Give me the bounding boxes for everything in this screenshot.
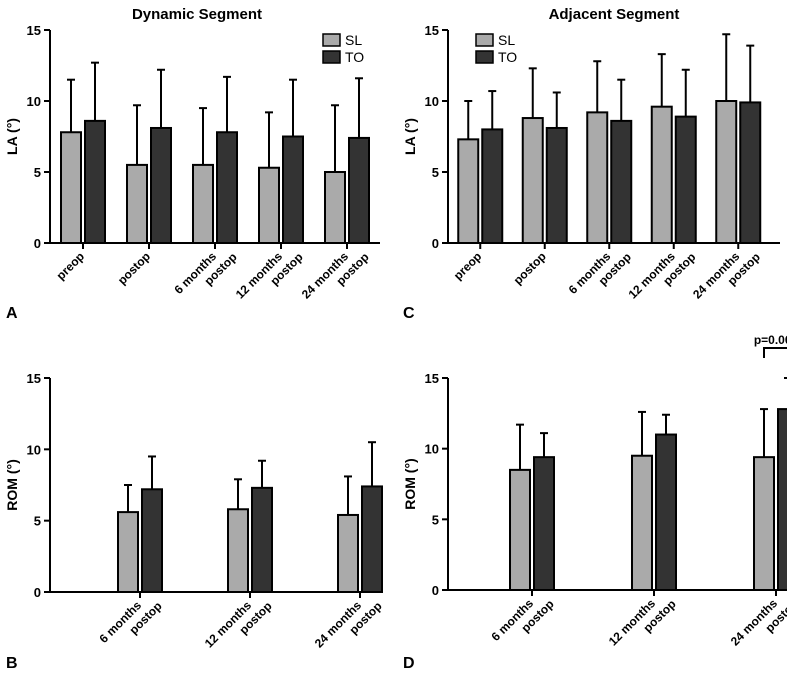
bar-to — [655, 433, 677, 591]
x-tick-label: 6 monthspostop — [97, 588, 165, 656]
panel-D: D 0 5 10 15 ROM (°) 6 monthspostop 12 monthspos… — [402, 333, 787, 672]
y-tick-label: 5 — [432, 165, 439, 180]
bar-sl — [631, 454, 653, 591]
y-tick-label: 0 — [34, 585, 41, 600]
panel-label: D — [403, 655, 415, 672]
bar-sl — [521, 117, 544, 244]
panel-B: B 0 5 10 15 ROM (°) 6 monthspostop 12 monthspos… — [4, 371, 385, 672]
bar-sl — [753, 456, 775, 591]
bar-to — [777, 408, 787, 591]
y-tick-label: 10 — [27, 94, 41, 109]
x-tick-label: 12 monthspostop — [233, 239, 306, 312]
y-axis-label: LA (°) — [4, 118, 20, 155]
bar-to — [216, 131, 238, 245]
bar-sl — [126, 163, 148, 244]
y-tick-label: 5 — [34, 514, 41, 529]
x-tick-label-line: preop — [54, 249, 87, 282]
y-tick-label: 10 — [27, 442, 41, 457]
legend-swatch-sl — [322, 33, 341, 47]
x-tick-label-line: preop — [451, 249, 484, 282]
legend-label-to: TO — [345, 49, 364, 65]
x-tick-label: 12 monthspostop — [606, 586, 679, 659]
legend-swatch-to — [322, 50, 341, 64]
bar-to — [251, 486, 273, 593]
significance-bracket — [763, 347, 787, 358]
bar-sl — [337, 513, 359, 594]
bar-to — [545, 126, 568, 244]
x-tick-label: 12 monthspostop — [626, 239, 699, 312]
chart-title: Adjacent Segment — [549, 6, 680, 23]
bar-sl — [457, 138, 480, 244]
x-tick-label: postop — [511, 249, 549, 287]
x-tick-label: 24 monthspostop — [690, 239, 763, 312]
bar-to — [481, 128, 504, 244]
bar-sl — [60, 131, 82, 245]
bar-to — [84, 119, 106, 244]
bar-to — [610, 119, 633, 244]
y-tick-label: 0 — [34, 236, 41, 251]
x-tick-label: 24 monthspostop — [728, 586, 787, 659]
bar-sl — [192, 163, 214, 244]
bar-to — [348, 136, 370, 244]
bar-sl — [586, 111, 609, 244]
x-tick-label: 12 monthspostop — [202, 588, 275, 661]
y-tick-label: 5 — [432, 512, 439, 527]
bar-sl — [715, 100, 738, 244]
bar-to — [361, 485, 383, 593]
bar-to — [533, 456, 555, 591]
legend-swatch-sl — [475, 33, 494, 47]
bar-to — [150, 126, 172, 244]
panel-label: C — [403, 305, 415, 322]
bar-sl — [650, 105, 673, 245]
x-tick-label: postop — [115, 249, 153, 287]
x-tick-label-line: postop — [511, 249, 549, 287]
x-tick-label: 24 monthspostop — [299, 239, 372, 312]
y-tick-label: 5 — [34, 165, 41, 180]
bar-sl — [324, 171, 346, 244]
legend-swatch-to — [475, 50, 494, 64]
bar-to — [141, 488, 163, 593]
panel-C: Adjacent Segment C 0 5 10 15 LA (°) preop postop… — [402, 6, 780, 322]
y-tick-label: 15 — [27, 371, 41, 386]
legend-label-sl: SL — [345, 32, 362, 48]
y-tick-label: 15 — [27, 23, 41, 38]
y-tick-label: 15 — [425, 371, 439, 386]
panel-label: B — [6, 655, 18, 672]
y-axis-label: ROM (°) — [4, 459, 20, 510]
bar-to — [282, 135, 304, 244]
y-axis-label: LA (°) — [402, 118, 418, 155]
bar-to — [739, 101, 762, 244]
y-tick-label: 10 — [425, 442, 439, 457]
x-tick-label: 24 monthspostop — [312, 588, 385, 661]
bar-sl — [117, 511, 139, 594]
bar-sl — [258, 166, 280, 245]
y-tick-label: 0 — [432, 236, 439, 251]
legend-label-sl: SL — [498, 32, 515, 48]
bar-sl — [227, 508, 249, 593]
x-tick-label: 6 monthspostop — [172, 239, 240, 307]
panel-A: Dynamic Segment A 0 5 10 15 LA (°) preop postop 6… — [4, 6, 380, 322]
bar-to — [674, 115, 697, 244]
y-tick-label: 0 — [432, 583, 439, 598]
significance-label: p=0.009 — [754, 333, 787, 347]
x-tick-label: preop — [451, 249, 484, 282]
x-tick-label: 6 monthspostop — [489, 586, 557, 654]
y-tick-label: 15 — [425, 23, 439, 38]
x-tick-label: 6 monthspostop — [566, 239, 634, 307]
y-axis-label: ROM (°) — [402, 458, 418, 509]
y-tick-label: 10 — [425, 94, 439, 109]
x-tick-label-line: postop — [115, 249, 153, 287]
bar-sl — [509, 468, 531, 591]
legend-label-to: TO — [498, 49, 517, 65]
x-tick-label: preop — [54, 249, 87, 282]
panel-label: A — [6, 305, 18, 322]
chart-title: Dynamic Segment — [132, 6, 262, 23]
